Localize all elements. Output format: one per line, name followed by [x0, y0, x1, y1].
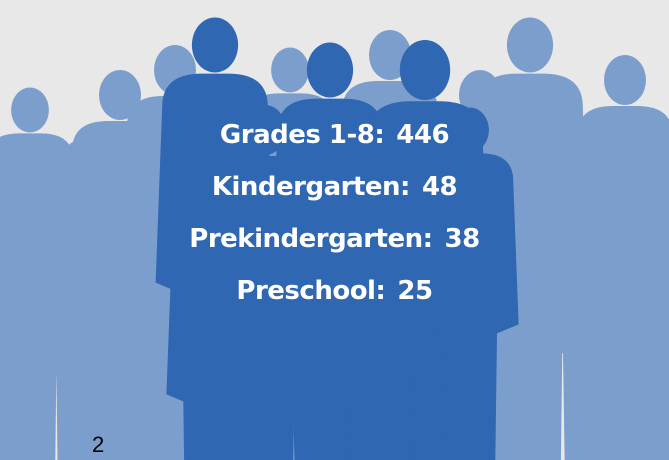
page-number: 2	[92, 432, 104, 458]
person-head	[271, 48, 309, 93]
enrollment-line: Preschool: 25	[0, 276, 669, 306]
enrollment-value: 446	[396, 120, 449, 150]
person-head	[400, 40, 450, 100]
enrollment-label: Kindergarten:	[212, 172, 410, 202]
person-head	[507, 18, 553, 73]
enrollment-value: 48	[422, 172, 457, 202]
enrollment-label: Grades 1-8:	[220, 120, 384, 150]
enrollment-label: Preschool:	[236, 276, 385, 306]
slide: Grades 1-8: 446 Kindergarten: 48 Prekinderga…	[0, 0, 669, 460]
person-head	[307, 43, 353, 98]
enrollment-line: Prekindergarten: 38	[0, 224, 669, 254]
enrollment-value: 38	[445, 224, 480, 254]
person-head	[192, 18, 238, 73]
enrollment-line: Kindergarten: 48	[0, 172, 669, 202]
person-head	[604, 55, 646, 105]
enrollment-label: Prekindergarten:	[189, 224, 432, 254]
enrollment-value: 25	[397, 276, 432, 306]
enrollment-line: Grades 1-8: 446	[0, 120, 669, 150]
